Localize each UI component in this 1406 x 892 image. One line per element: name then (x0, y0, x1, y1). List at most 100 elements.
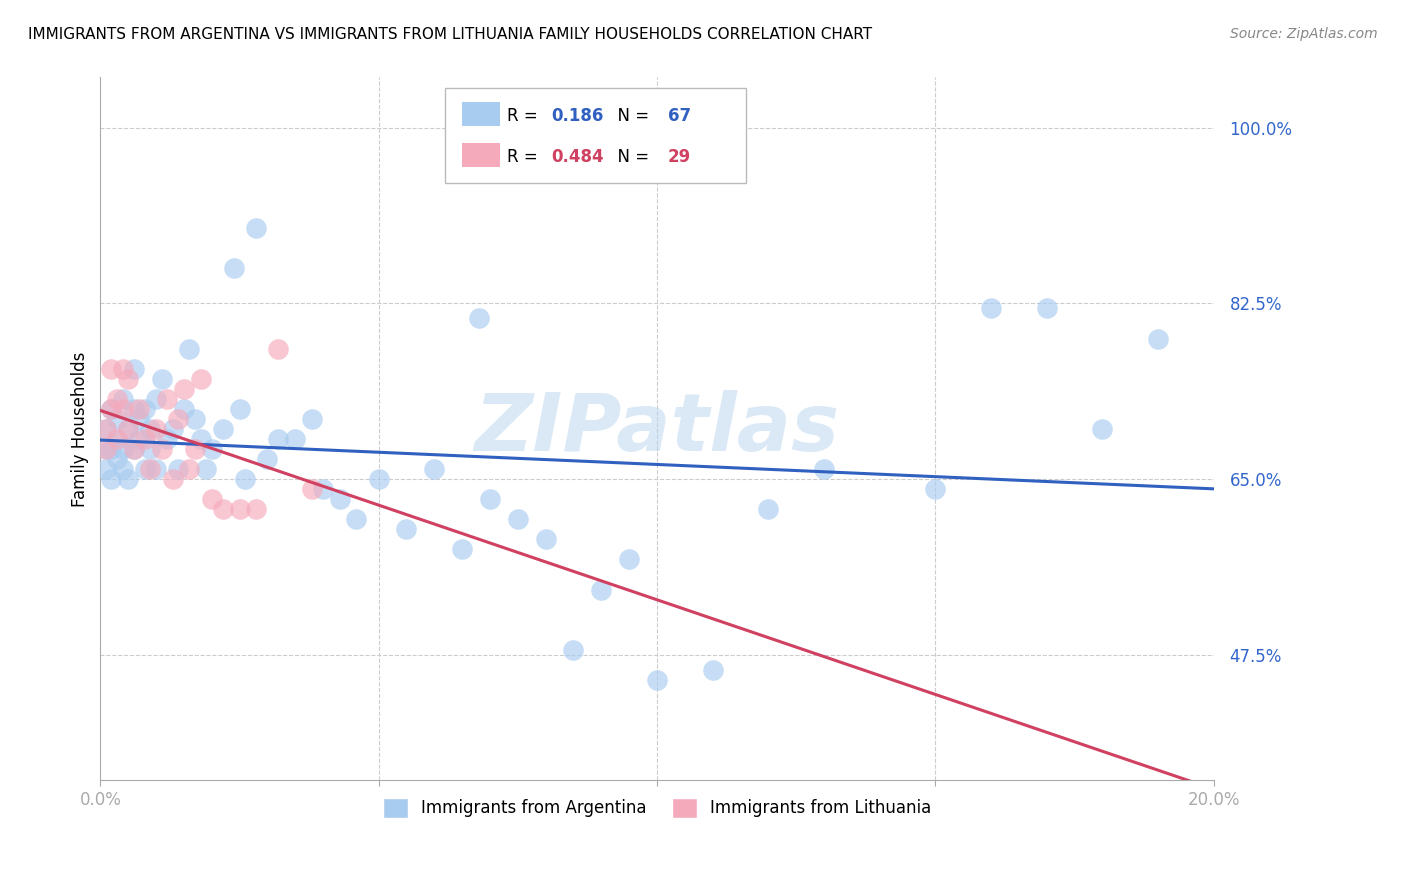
Point (591, 582, 613, 597)
Point (162, 422, 184, 436)
Point (167, 412, 190, 426)
Point (128, 401, 150, 416)
Point (94, 442, 117, 456)
Text: IMMIGRANTS FROM ARGENTINA VS IMMIGRANTS FROM LITHUANIA FAMILY HOUSEHOLDS CORRELA: IMMIGRANTS FROM ARGENTINA VS IMMIGRANTS … (28, 27, 872, 42)
Point (117, 372, 139, 386)
Point (105, 432, 128, 446)
Text: R =: R = (506, 148, 548, 167)
Point (267, 342, 290, 356)
Point (179, 462, 201, 476)
Point (139, 422, 162, 436)
Text: 29: 29 (668, 148, 692, 167)
Point (756, 502, 779, 516)
Y-axis label: Family Households: Family Households (72, 351, 89, 507)
Point (423, 462, 446, 476)
Point (367, 472, 389, 486)
Point (813, 462, 835, 476)
Point (190, 432, 212, 446)
Point (173, 401, 195, 416)
Point (506, 512, 529, 526)
Point (117, 422, 139, 436)
Text: 0.484: 0.484 (551, 148, 603, 167)
Point (312, 482, 335, 496)
Point (139, 462, 162, 476)
Point (111, 392, 134, 406)
Point (228, 502, 250, 516)
Point (478, 492, 501, 507)
Point (184, 412, 207, 426)
Text: R =: R = (506, 107, 548, 125)
Point (190, 372, 212, 386)
FancyBboxPatch shape (446, 88, 747, 183)
Point (201, 492, 224, 507)
Point (468, 311, 491, 326)
Point (534, 533, 557, 547)
Point (1035, 301, 1057, 316)
Point (395, 522, 418, 536)
Text: 67: 67 (668, 107, 692, 125)
Point (184, 442, 207, 456)
Point (201, 442, 224, 456)
Point (134, 432, 156, 446)
Point (150, 442, 173, 456)
Point (245, 221, 267, 235)
Point (167, 462, 190, 476)
Point (145, 462, 167, 476)
Point (284, 432, 307, 446)
Point (924, 482, 946, 496)
Point (122, 361, 145, 376)
Point (301, 412, 323, 426)
Point (156, 432, 179, 446)
Point (100, 361, 122, 376)
Point (1147, 331, 1170, 345)
Point (617, 552, 640, 566)
Point (195, 462, 218, 476)
Point (145, 392, 167, 406)
Point (702, 663, 724, 677)
Point (222, 261, 245, 276)
Point (134, 462, 156, 476)
Point (94, 422, 117, 436)
Point (100, 401, 122, 416)
Point (100, 442, 122, 456)
Point (267, 432, 290, 446)
Point (134, 401, 156, 416)
Point (139, 442, 162, 456)
Point (329, 492, 352, 507)
Point (128, 412, 150, 426)
FancyBboxPatch shape (463, 102, 501, 126)
Point (173, 382, 195, 396)
Point (105, 452, 128, 467)
Point (117, 422, 139, 436)
Point (100, 401, 122, 416)
Point (105, 392, 128, 406)
Point (94, 442, 117, 456)
Point (105, 412, 128, 426)
Point (111, 442, 134, 456)
Legend: Immigrants from Argentina, Immigrants from Lithuania: Immigrants from Argentina, Immigrants fr… (375, 791, 938, 825)
Point (179, 342, 201, 356)
Point (100, 472, 122, 486)
Text: Source: ZipAtlas.com: Source: ZipAtlas.com (1230, 27, 1378, 41)
Point (117, 472, 139, 486)
Point (111, 462, 134, 476)
Point (245, 502, 267, 516)
Text: ZIPatlas: ZIPatlas (474, 390, 839, 468)
Point (122, 442, 145, 456)
Point (256, 452, 278, 467)
Point (211, 502, 233, 516)
Text: N =: N = (607, 107, 654, 125)
Point (980, 301, 1002, 316)
Point (150, 372, 173, 386)
Point (94, 462, 117, 476)
Point (145, 422, 167, 436)
Point (228, 401, 250, 416)
Point (162, 472, 184, 486)
Point (111, 401, 134, 416)
Point (1091, 422, 1114, 436)
Point (645, 673, 668, 687)
Point (111, 361, 134, 376)
Text: N =: N = (607, 148, 654, 167)
Point (344, 512, 367, 526)
Point (128, 432, 150, 446)
